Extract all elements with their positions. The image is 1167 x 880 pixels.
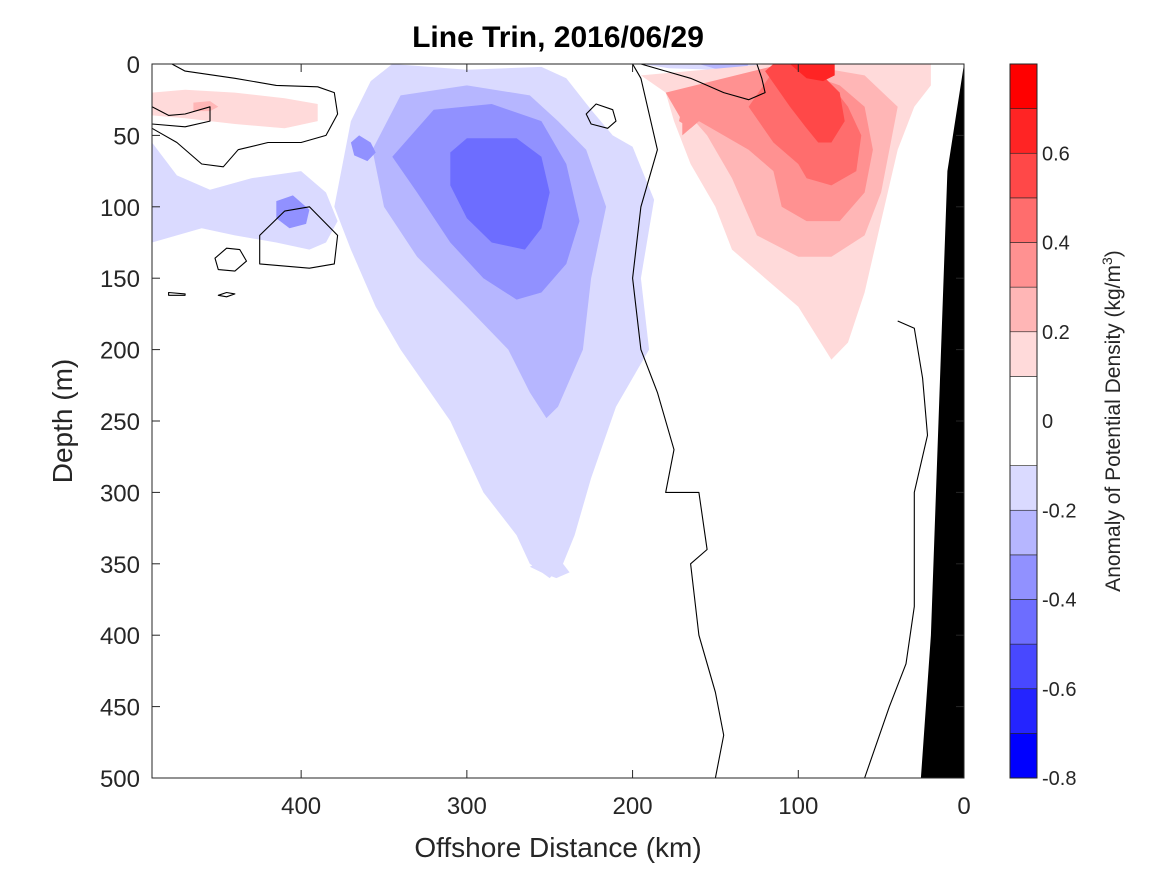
colorbar-bin <box>1009 152 1038 199</box>
y-tick-label: 400 <box>100 623 140 650</box>
anomaly-region-16 <box>765 64 845 143</box>
y-tick-label: 350 <box>100 552 140 579</box>
colorbar-tick-label: -0.4 <box>1042 590 1076 612</box>
seafloor-shelf <box>920 64 964 778</box>
colorbar-bin <box>1009 331 1038 377</box>
colorbar-bin <box>1009 509 1038 556</box>
colorbar-tick-label: -0.6 <box>1042 679 1076 701</box>
zero-contour-4 <box>168 291 186 296</box>
colorbar-tick-label: -0.8 <box>1042 768 1076 790</box>
y-tick-label: 450 <box>100 695 140 722</box>
anomaly-region-4 <box>152 142 338 250</box>
colorbar-bin <box>1009 599 1038 645</box>
x-axis-label: Offshore Distance (km) <box>414 832 701 863</box>
zero-contour-3 <box>214 247 248 272</box>
y-tick-label: 150 <box>100 266 140 293</box>
anomaly-region-5 <box>276 195 310 229</box>
y-tick-label: 300 <box>100 480 140 507</box>
zero-contour-0 <box>152 64 339 168</box>
seafloor-polygon <box>920 64 964 778</box>
colorbar-bin <box>1009 643 1038 690</box>
anomaly-region-11 <box>193 101 219 112</box>
y-axis-label: Depth (m) <box>47 359 78 483</box>
zero-contour-lines <box>152 64 929 778</box>
y-tick-label: 100 <box>100 195 140 222</box>
zero-contour-2 <box>259 206 339 269</box>
colorbar-bin <box>1009 688 1038 734</box>
x-tick-label: 0 <box>957 793 970 820</box>
colorbar-tick-label: 0.2 <box>1042 322 1070 344</box>
colorbar-bin <box>1009 286 1038 333</box>
y-tick-label: 0 <box>127 52 140 79</box>
colorbar-bin <box>1009 108 1038 154</box>
x-tick-label: 400 <box>281 793 321 820</box>
colorbar-bin <box>1009 554 1038 600</box>
anomaly-region-6 <box>350 135 376 162</box>
y-axis: 0 50 100 150 200 250 300 350 400 450 500 <box>100 52 964 793</box>
anomaly-region-9 <box>529 560 570 579</box>
colorbar-frame <box>1009 63 1038 779</box>
x-tick-label: 100 <box>778 793 818 820</box>
anomaly-region-10 <box>152 89 318 129</box>
y-tick-label: 50 <box>113 123 140 150</box>
y-tick-label: 200 <box>100 338 140 365</box>
x-axis: 400 300 200 100 0 <box>281 64 971 820</box>
colorbar-bin <box>1009 465 1038 511</box>
colorbar-bin <box>1009 242 1038 288</box>
anomaly-region-3 <box>450 138 550 250</box>
x-tick-label: 200 <box>613 793 653 820</box>
colorbar-tick-label: 0.6 <box>1042 143 1070 165</box>
zero-contour-8 <box>640 64 766 101</box>
colorbar-tick-label: -0.2 <box>1042 500 1076 522</box>
zero-contour-6 <box>585 103 617 129</box>
density-anomaly-field <box>152 64 931 579</box>
colorbar-label: Anomaly of Potential Density (kg/m3) <box>1099 250 1125 592</box>
colorbar-bin <box>1009 63 1038 109</box>
colorbar-tick-label: 0 <box>1042 411 1053 433</box>
y-tick-label: 500 <box>100 766 140 793</box>
colorbar-bin <box>1009 376 1038 466</box>
anomaly-region-18 <box>679 106 699 129</box>
colorbar-bin <box>1009 197 1038 243</box>
colorbar: 0.6 0.4 0.2 0 -0.2 -0.4 -0.6 -0.8 <box>1009 63 1076 790</box>
colorbar-bin <box>1009 733 1038 779</box>
anomaly-region-17 <box>790 64 835 82</box>
zero-contour-9 <box>864 320 929 778</box>
zero-contour-1 <box>152 106 211 128</box>
zero-contour-5 <box>217 291 236 298</box>
chart-title: Line Trin, 2016/06/29 <box>412 21 704 54</box>
x-tick-label: 300 <box>447 793 487 820</box>
y-tick-label: 250 <box>100 409 140 436</box>
zero-contour-7 <box>632 64 725 778</box>
colorbar-tick-label: 0.4 <box>1042 233 1070 255</box>
